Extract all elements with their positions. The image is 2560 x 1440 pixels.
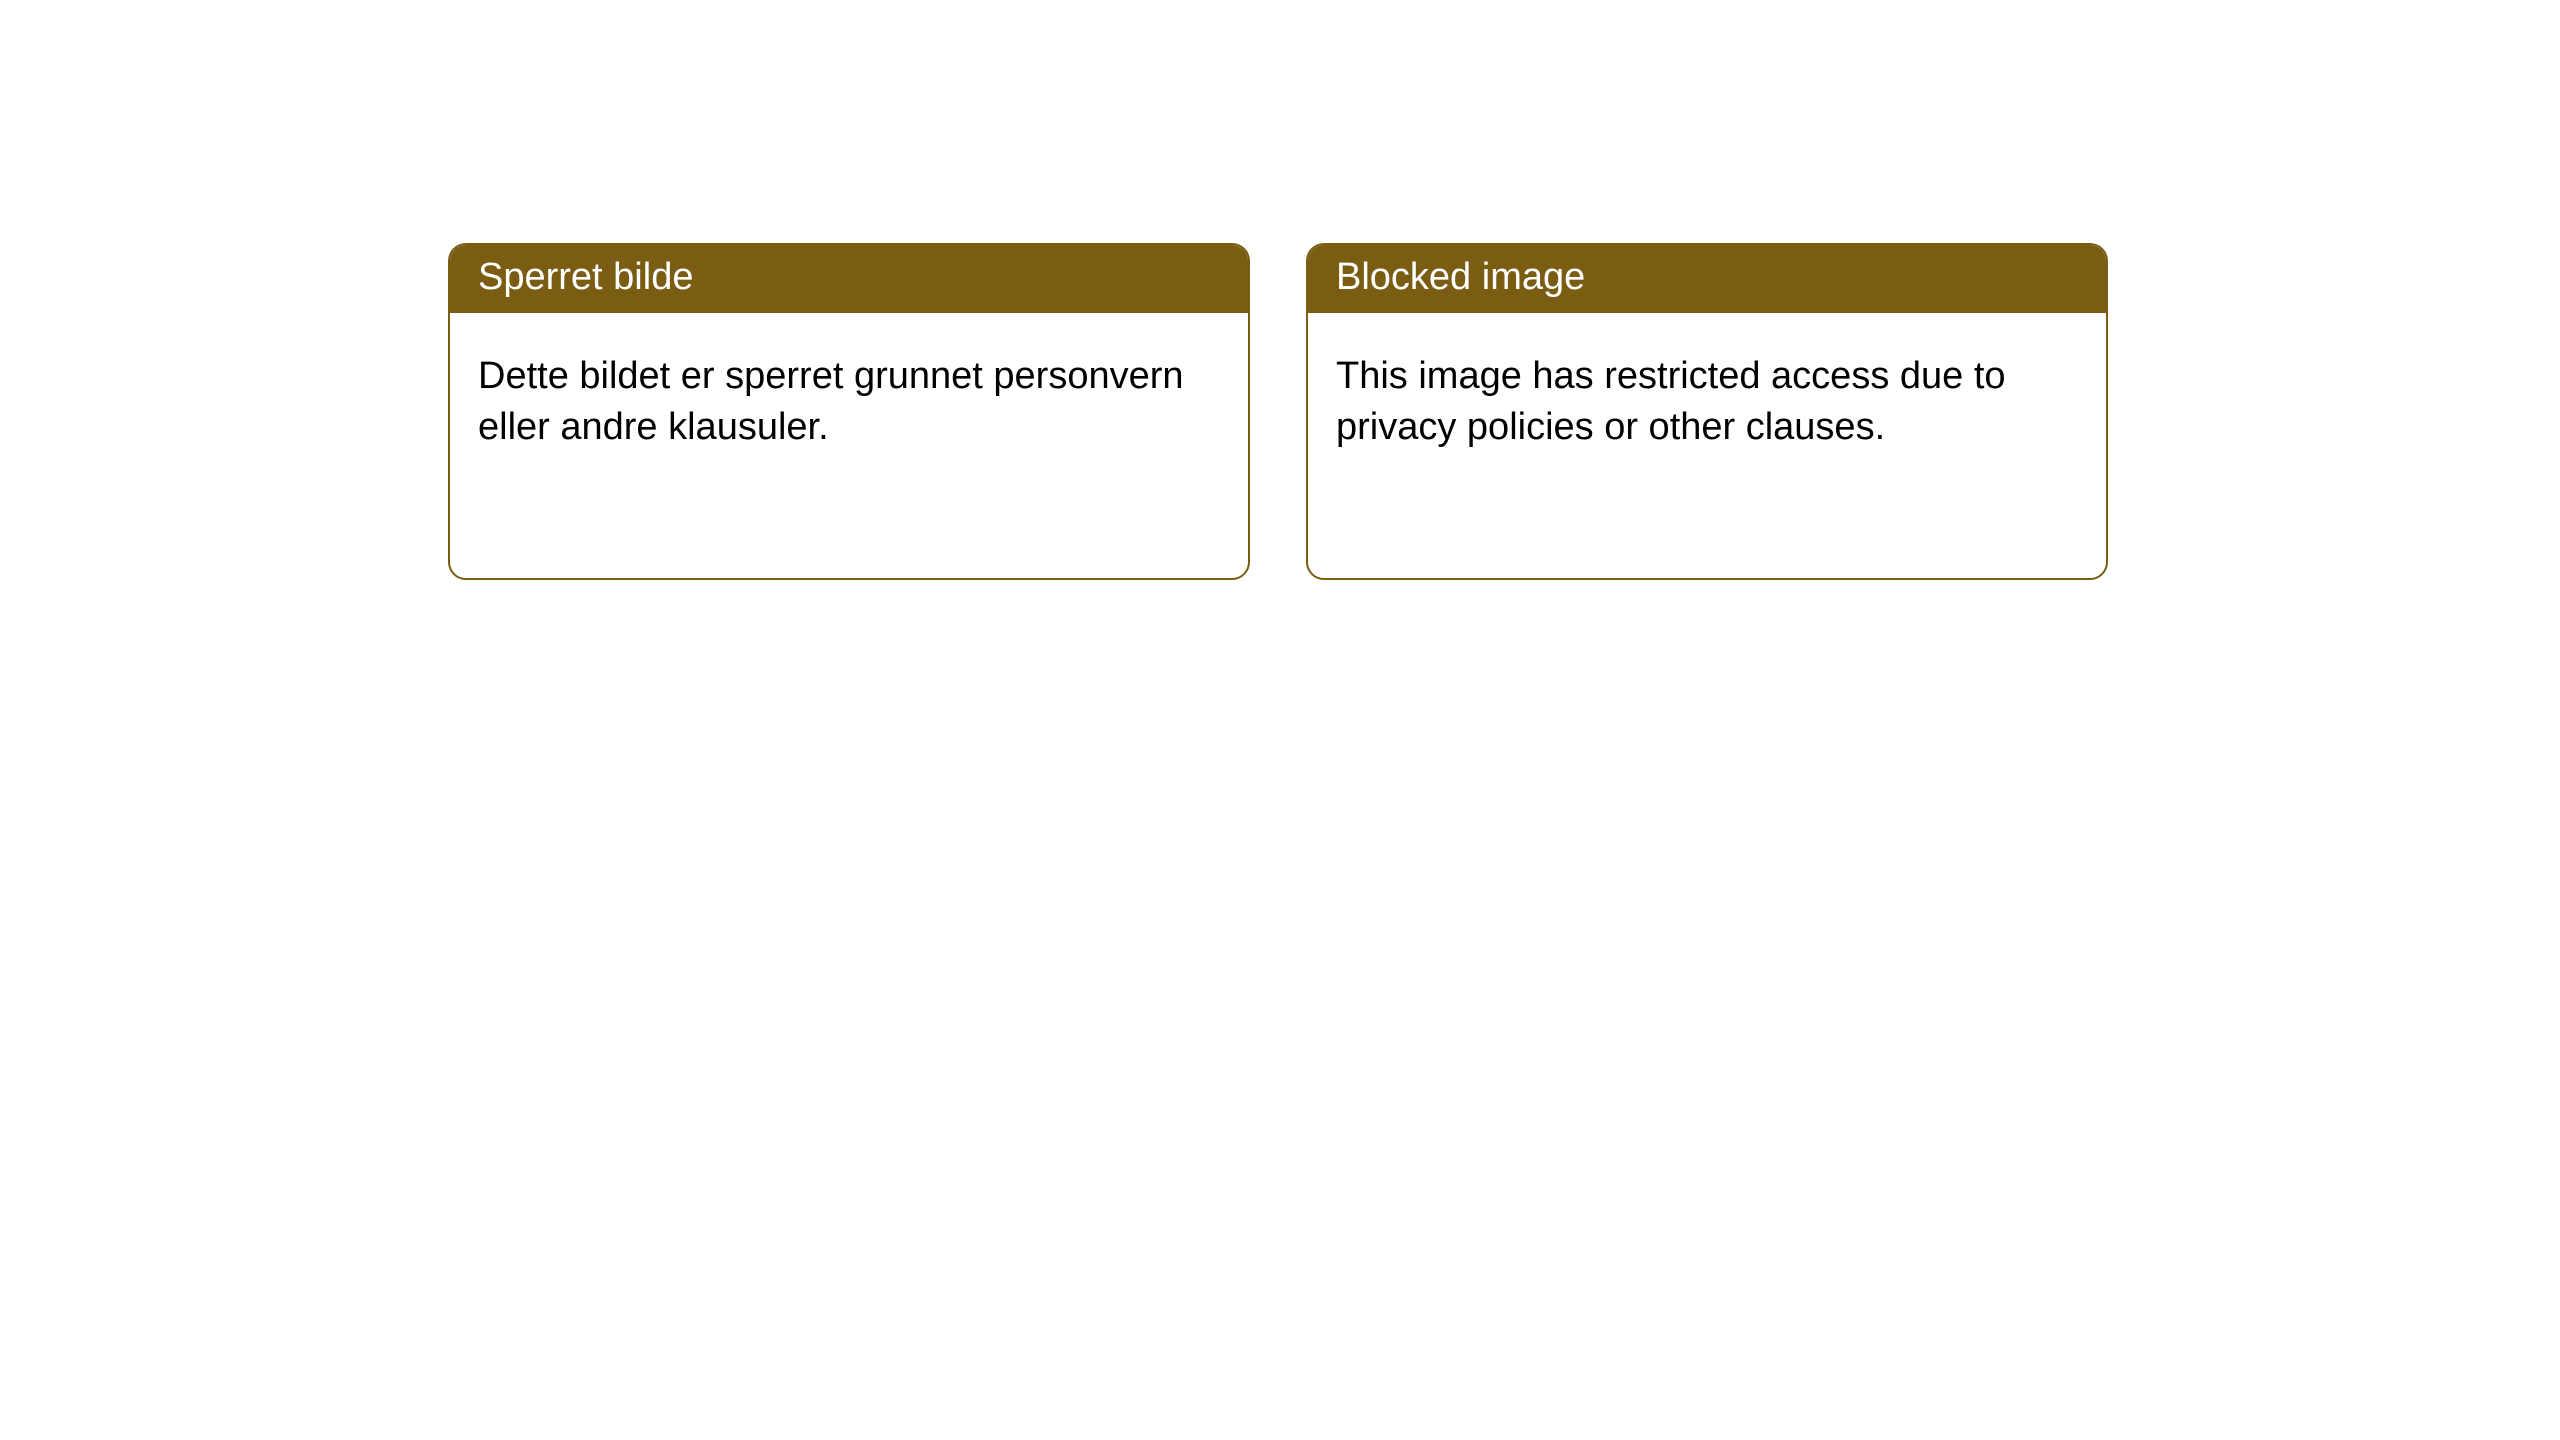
notice-card-english: Blocked image This image has restricted …	[1306, 243, 2108, 580]
notice-container: Sperret bilde Dette bildet er sperret gr…	[0, 0, 2560, 580]
notice-card-norwegian: Sperret bilde Dette bildet er sperret gr…	[448, 243, 1250, 580]
notice-title: Sperret bilde	[450, 245, 1248, 313]
notice-title: Blocked image	[1308, 245, 2106, 313]
notice-body: Dette bildet er sperret grunnet personve…	[450, 313, 1248, 482]
notice-body: This image has restricted access due to …	[1308, 313, 2106, 482]
